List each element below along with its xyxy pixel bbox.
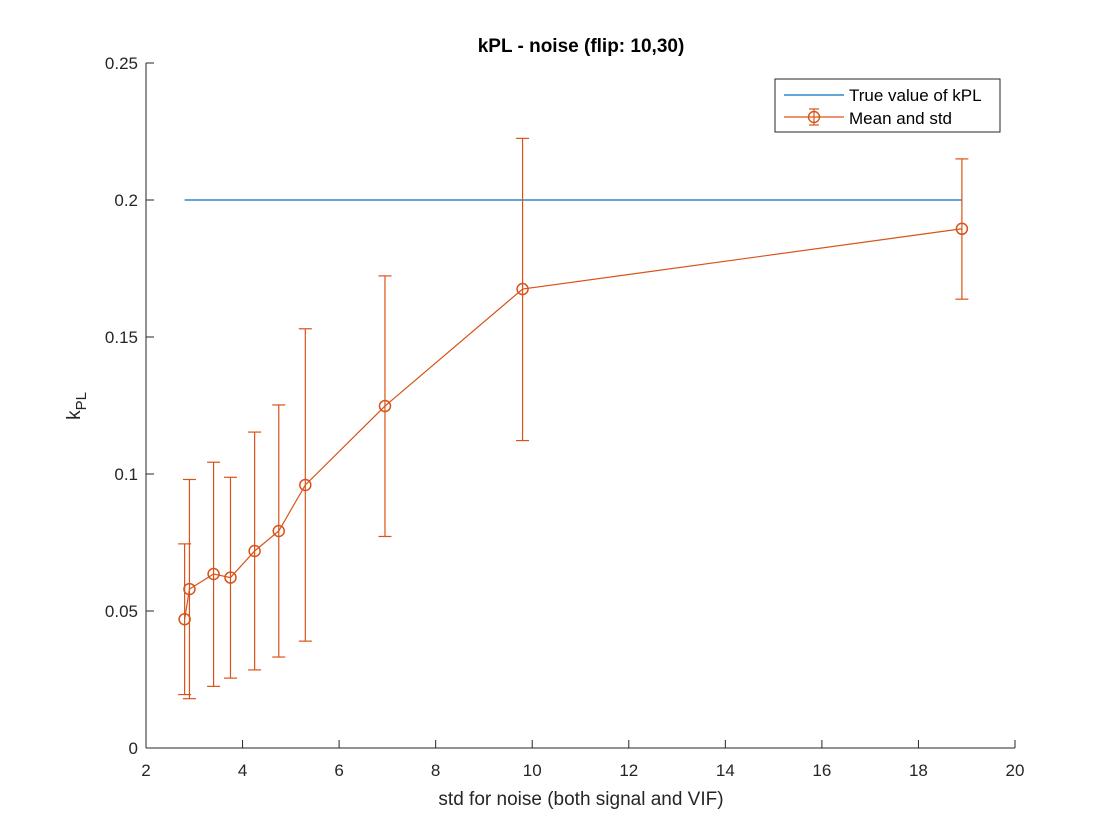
data-point-marker	[299, 478, 312, 492]
x-tick-label: 8	[431, 761, 440, 780]
y-axis-title-main: k	[64, 410, 85, 420]
y-tick-label: 0.05	[105, 602, 138, 621]
axes-background	[146, 63, 1015, 748]
x-tick-label: 14	[716, 761, 735, 780]
y-axis-title: kPL	[64, 392, 90, 420]
x-tick-label: 18	[909, 761, 928, 780]
y-axis-title-group: kPL	[64, 392, 90, 420]
legend-label-true-value: True value of kPL	[849, 86, 982, 105]
data-point-marker	[178, 612, 191, 626]
legend-swatch-mean-std	[784, 108, 844, 126]
x-axis: 2 4 6 8 10 12 14 16 18 20	[141, 740, 1024, 780]
y-tick-label: 0.15	[105, 328, 138, 347]
data-point-marker	[248, 544, 261, 558]
data-point-marker	[378, 399, 392, 413]
mean-series-line	[184, 228, 962, 620]
legend-box	[774, 78, 1001, 133]
data-point-marker	[207, 567, 220, 581]
plot-area	[146, 63, 1015, 748]
y-tick-label: 0	[129, 739, 138, 758]
x-tick-label: 4	[238, 761, 247, 780]
x-tick-label: 2	[141, 761, 150, 780]
x-tick-label: 20	[1006, 761, 1025, 780]
x-tick-label: 6	[334, 761, 343, 780]
x-tick-label: 10	[523, 761, 542, 780]
legend-label-mean-std: Mean and std	[849, 109, 952, 128]
data-point-marker	[516, 282, 529, 296]
y-axis: 0 0.05 0.1 0.15 0.2 0.25	[105, 54, 154, 758]
data-point-marker	[955, 222, 969, 236]
x-axis-title: std for noise (both signal and VIF)	[438, 789, 723, 810]
y-tick-label: 0.25	[105, 54, 138, 73]
x-tick-label: 12	[619, 761, 638, 780]
data-point-marker	[272, 524, 286, 538]
x-tick-label: 16	[812, 761, 831, 780]
chart-title: kPL - noise (flip: 10,30)	[478, 36, 685, 57]
series-layer	[178, 137, 969, 700]
data-point-marker	[224, 571, 237, 584]
legend: True value of kPL Mean and std	[774, 78, 1001, 133]
y-tick-label: 0.2	[114, 191, 138, 210]
y-tick-label: 0.1	[114, 465, 138, 484]
data-point-marker	[183, 582, 196, 596]
y-axis-title-subscript: PL	[73, 392, 90, 410]
